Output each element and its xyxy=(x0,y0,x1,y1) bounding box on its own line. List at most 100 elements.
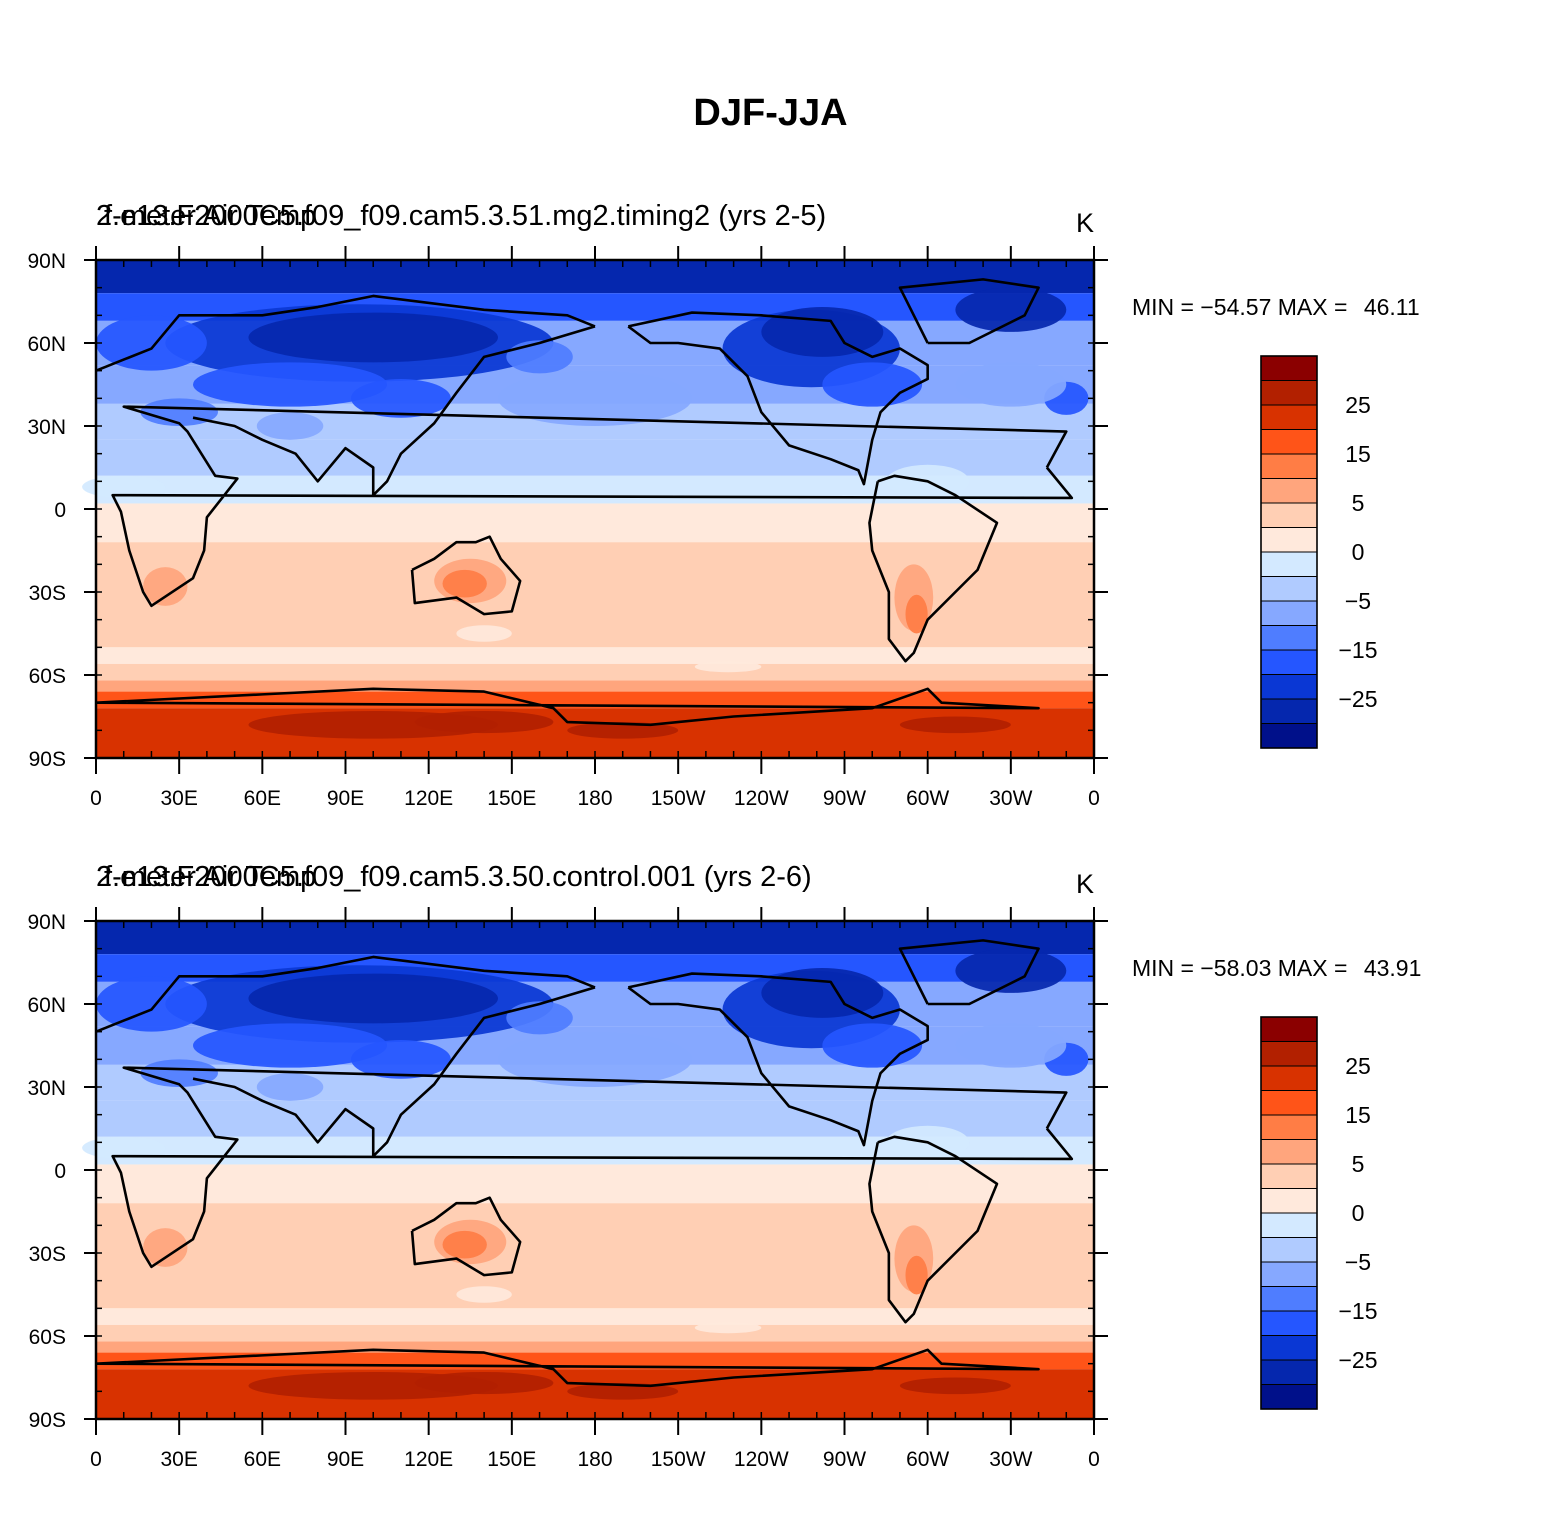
temperature-contour-region xyxy=(193,1023,388,1068)
lon-tick-label: 90E xyxy=(327,787,364,810)
colorbar-tick-label: 25 xyxy=(1345,1053,1371,1079)
coastline xyxy=(410,535,522,616)
colorbar-tick-label: −25 xyxy=(1338,1347,1377,1373)
colorbar-swatch xyxy=(1260,404,1318,430)
colorbar-swatch xyxy=(1260,527,1318,553)
coastline xyxy=(868,1135,999,1324)
temperature-contour-region xyxy=(143,1228,188,1267)
colorbar-tick-label: −15 xyxy=(1338,637,1377,663)
temperature-contour-region xyxy=(96,976,207,1032)
lon-tick-label: 180 xyxy=(577,1448,612,1471)
colorbar-swatch xyxy=(1260,1090,1318,1116)
lon-tick-label: 30W xyxy=(989,787,1032,810)
lon-tick-label: 0 xyxy=(1088,1448,1100,1471)
lon-tick-label: 30E xyxy=(160,1448,197,1471)
colorbar-frame xyxy=(1260,1016,1318,1410)
lat-tick-label: 30N xyxy=(27,416,66,439)
panel-case-label: f.e13.F2000C5.f09_f09.cam5.3.51.mg2.timi… xyxy=(104,200,827,232)
temperature-contour-region xyxy=(567,722,679,739)
lon-tick-label: 60E xyxy=(244,1448,281,1471)
lon-tick-label: 90W xyxy=(823,787,866,810)
temperature-contour-region xyxy=(955,1023,1067,1068)
colorbar-swatch xyxy=(1260,1041,1318,1067)
map-panel-2: 2-meter Air Temp f.e13.F2000C5.f09_f09.c… xyxy=(0,857,1541,1497)
temperature-map: 90N 60N 30N 0 30S 60S 90S 0 30E 60E 90E 120E 150E 180… xyxy=(27,907,1108,1471)
colorbar-swatch xyxy=(1260,1212,1318,1238)
colorbar-swatch xyxy=(1260,649,1318,675)
max-value: 43.91 xyxy=(1363,955,1422,981)
coastline xyxy=(95,687,1040,727)
lon-tick-label: 150E xyxy=(487,787,536,810)
lat-tick-label: 60N xyxy=(27,994,66,1017)
colorbar-swatch xyxy=(1260,1384,1318,1410)
temperature-contour-region xyxy=(82,1136,166,1159)
temperature-contour-region xyxy=(140,398,218,426)
lon-tick-label: 0 xyxy=(90,1448,102,1471)
temperature-contour-region xyxy=(256,412,324,440)
coastline xyxy=(898,939,1040,1006)
colorbar: 25 15 5 0 −5 −15 −25 xyxy=(1260,355,1378,749)
lat-tick-label: 0 xyxy=(54,499,66,522)
panel-variable-label: 2-meter Air Temp xyxy=(96,200,317,232)
temperature-contour-region xyxy=(899,716,1011,734)
temperature-contour-region xyxy=(955,948,1067,993)
temperature-contour-region xyxy=(140,1059,218,1087)
temperature-contour-region xyxy=(567,1383,679,1400)
temperature-contour-region xyxy=(456,1286,512,1303)
coastline xyxy=(410,1196,522,1277)
max-label: MAX = xyxy=(1271,294,1354,320)
coastline xyxy=(95,294,596,372)
colorbar-swatch xyxy=(1260,551,1318,577)
colorbar-swatch xyxy=(1260,1261,1318,1287)
lat-tick-label: 60N xyxy=(27,333,66,356)
lat-tick-label: 30S xyxy=(29,1243,66,1266)
colorbar-swatch xyxy=(1260,723,1318,749)
temperature-contour-region xyxy=(96,315,207,371)
temperature-contour-region xyxy=(143,567,188,606)
colorbar-swatch xyxy=(1260,355,1318,381)
colorbar-swatch xyxy=(1260,453,1318,479)
colorbar-swatch xyxy=(1260,1359,1318,1385)
colorbar-swatch xyxy=(1260,600,1318,626)
temperature-band xyxy=(96,1203,1094,1309)
colorbar-tick-label: 5 xyxy=(1352,1151,1365,1177)
temperature-contour-region xyxy=(456,625,512,642)
min-label: MIN = xyxy=(1132,955,1201,981)
colorbar-swatch xyxy=(1260,1286,1318,1312)
temperature-contour-region xyxy=(905,1255,928,1295)
lon-tick-label: 120E xyxy=(404,1448,453,1471)
temperature-contour-region xyxy=(442,569,487,598)
temperature-band xyxy=(96,542,1094,648)
coastline xyxy=(898,278,1040,345)
temperature-map: 90N 60N 30N 0 30S 60S 90S 0 30E 60E 90E 120E 150E 180… xyxy=(27,246,1108,810)
colorbar-swatch xyxy=(1260,1310,1318,1336)
colorbar-swatch xyxy=(1260,380,1318,406)
lat-tick-label: 90S xyxy=(29,1409,66,1432)
colorbar-swatch xyxy=(1260,1188,1318,1214)
colorbar-tick-label: −5 xyxy=(1345,1249,1371,1275)
temperature-contour-region xyxy=(694,1322,762,1334)
colorbar-swatch xyxy=(1260,1163,1318,1189)
lon-tick-label: 60W xyxy=(906,787,949,810)
lat-tick-label: 60S xyxy=(29,1326,66,1349)
lat-tick-label: 0 xyxy=(54,1160,66,1183)
temperature-band xyxy=(96,1308,1094,1325)
temperature-contour-region xyxy=(955,287,1067,332)
colorbar-swatch xyxy=(1260,576,1318,602)
lat-tick-label: 60S xyxy=(29,665,66,688)
colorbar-frame xyxy=(1260,355,1318,749)
lat-tick-label: 90S xyxy=(29,748,66,771)
temperature-contour-region xyxy=(82,475,166,498)
temperature-contour-region xyxy=(506,1001,573,1035)
lon-tick-label: 150E xyxy=(487,1448,536,1471)
colorbar-swatch xyxy=(1260,1065,1318,1091)
lon-tick-label: 150W xyxy=(651,787,706,810)
lon-tick-label: 0 xyxy=(1088,787,1100,810)
lon-tick-label: 120E xyxy=(404,787,453,810)
colorbar-swatch xyxy=(1260,502,1318,528)
colorbar-tick-label: −25 xyxy=(1338,686,1377,712)
temperature-band xyxy=(96,1341,1094,1353)
colorbar-tick-label: −5 xyxy=(1345,588,1371,614)
colorbar-tick-label: 25 xyxy=(1345,392,1371,418)
temperature-contour-region xyxy=(899,1377,1011,1395)
